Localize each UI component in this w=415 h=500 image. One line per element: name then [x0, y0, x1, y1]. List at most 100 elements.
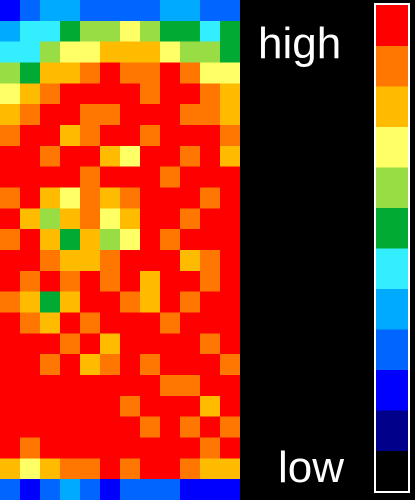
heatmap-cell	[180, 41, 201, 63]
heatmap-cell	[180, 0, 201, 22]
heatmap-cell	[40, 437, 61, 459]
heatmap-cell	[0, 354, 21, 376]
heatmap-cell	[200, 83, 221, 105]
heatmap-cell	[200, 62, 221, 84]
heatmap-cell	[60, 83, 81, 105]
heatmap-cell	[20, 333, 41, 355]
colorbar-swatch	[376, 410, 408, 451]
heatmap-cell	[20, 229, 41, 251]
colorbar-swatch	[376, 5, 408, 46]
heatmap-cell	[140, 479, 161, 500]
heatmap-cell	[80, 333, 101, 355]
heatmap-cell	[0, 104, 21, 126]
heatmap-cell	[220, 20, 240, 43]
heatmap-cell	[140, 145, 161, 168]
heatmap-cell	[80, 250, 101, 272]
heatmap-cell	[40, 354, 61, 376]
heatmap-cell	[160, 312, 181, 334]
heatmap-cell	[120, 416, 141, 438]
heatmap-cell	[40, 208, 61, 230]
heatmap-cell	[80, 312, 101, 334]
heatmap-cell	[200, 312, 221, 334]
heatmap-cell	[60, 250, 81, 272]
heatmap-cell	[120, 20, 141, 43]
heatmap-cell	[100, 0, 121, 22]
colorbar	[374, 3, 410, 493]
heatmap-cell	[160, 104, 181, 126]
heatmap-cell	[220, 479, 240, 500]
heatmap-cell	[80, 208, 101, 230]
heatmap-cell	[160, 83, 181, 105]
heatmap-cell	[200, 375, 221, 397]
colorbar-min-label: low	[278, 443, 345, 492]
colorbar-swatch	[376, 248, 408, 289]
heatmap-cell	[180, 83, 201, 105]
heatmap-cell	[200, 104, 221, 126]
heatmap-cell	[80, 479, 101, 500]
heatmap-cell	[220, 395, 240, 418]
heatmap-cell	[200, 354, 221, 376]
heatmap-cell	[0, 0, 21, 22]
heatmap-cell	[0, 41, 21, 63]
heatmap-cell	[200, 395, 221, 418]
heatmap-cell	[0, 458, 21, 480]
heatmap-cell	[140, 416, 161, 438]
heatmap-cell	[120, 270, 141, 293]
colorbar-swatch	[376, 450, 408, 491]
heatmap-cell	[120, 62, 141, 84]
heatmap-cell	[220, 416, 240, 438]
heatmap-cell	[120, 354, 141, 376]
heatmap-cell	[60, 104, 81, 126]
heatmap-cell	[120, 291, 141, 313]
heatmap	[0, 0, 240, 500]
heatmap-cell	[120, 333, 141, 355]
heatmap-cell	[160, 125, 181, 147]
colorbar-swatch	[376, 126, 408, 168]
heatmap-cell	[60, 41, 81, 63]
heatmap-cell	[180, 395, 201, 418]
heatmap-cell	[200, 458, 221, 480]
heatmap-cell	[100, 145, 121, 168]
heatmap-cell	[180, 104, 201, 126]
heatmap-cell	[120, 41, 141, 63]
heatmap-cell	[0, 291, 21, 313]
heatmap-cell	[80, 166, 101, 188]
heatmap-cell	[200, 270, 221, 293]
heatmap-cell	[60, 187, 81, 209]
heatmap-cell	[80, 187, 101, 209]
heatmap-cell	[20, 104, 41, 126]
heatmap-cell	[100, 458, 121, 480]
heatmap-cell	[100, 437, 121, 459]
heatmap-cell	[140, 208, 161, 230]
heatmap-cell	[180, 270, 201, 293]
heatmap-cell	[40, 229, 61, 251]
heatmap-cell	[100, 208, 121, 230]
heatmap-cell	[160, 333, 181, 355]
heatmap-cell	[0, 83, 21, 105]
heatmap-cell	[80, 83, 101, 105]
heatmap-cell	[200, 437, 221, 459]
heatmap-cell	[100, 375, 121, 397]
heatmap-cell	[180, 229, 201, 251]
heatmap-cell	[60, 437, 81, 459]
heatmap-cell	[100, 270, 121, 293]
heatmap-cell	[40, 250, 61, 272]
heatmap-cell	[40, 62, 61, 84]
heatmap-cell	[180, 125, 201, 147]
heatmap-cell	[0, 437, 21, 459]
colorbar-swatch	[376, 288, 408, 330]
heatmap-cell	[120, 104, 141, 126]
heatmap-cell	[140, 104, 161, 126]
heatmap-cell	[100, 291, 121, 313]
heatmap-cell	[20, 250, 41, 272]
heatmap-cell	[20, 125, 41, 147]
heatmap-cell	[0, 395, 21, 418]
heatmap-cell	[200, 229, 221, 251]
heatmap-cell	[220, 291, 240, 313]
heatmap-cell	[80, 0, 101, 22]
heatmap-cell	[0, 416, 21, 438]
heatmap-cell	[180, 62, 201, 84]
heatmap-cell	[40, 312, 61, 334]
heatmap-cell	[80, 125, 101, 147]
heatmap-cell	[220, 333, 240, 355]
